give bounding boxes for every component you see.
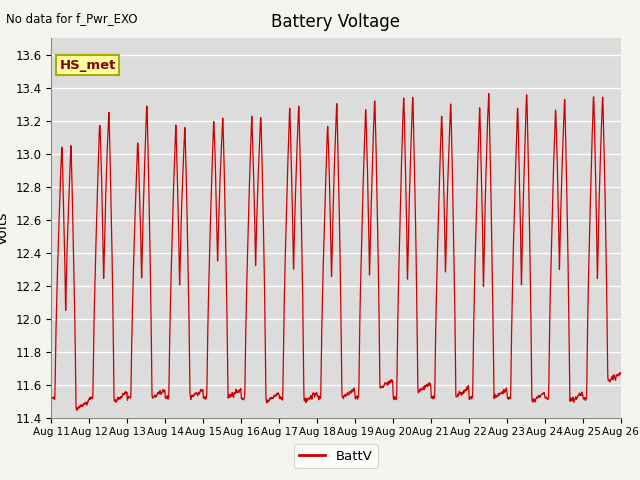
Text: HS_met: HS_met: [60, 59, 116, 72]
Y-axis label: Volts: Volts: [0, 211, 10, 245]
Legend: BattV: BattV: [294, 444, 378, 468]
Title: Battery Voltage: Battery Voltage: [271, 13, 401, 31]
Text: No data for f_Pwr_EXO: No data for f_Pwr_EXO: [6, 12, 138, 25]
